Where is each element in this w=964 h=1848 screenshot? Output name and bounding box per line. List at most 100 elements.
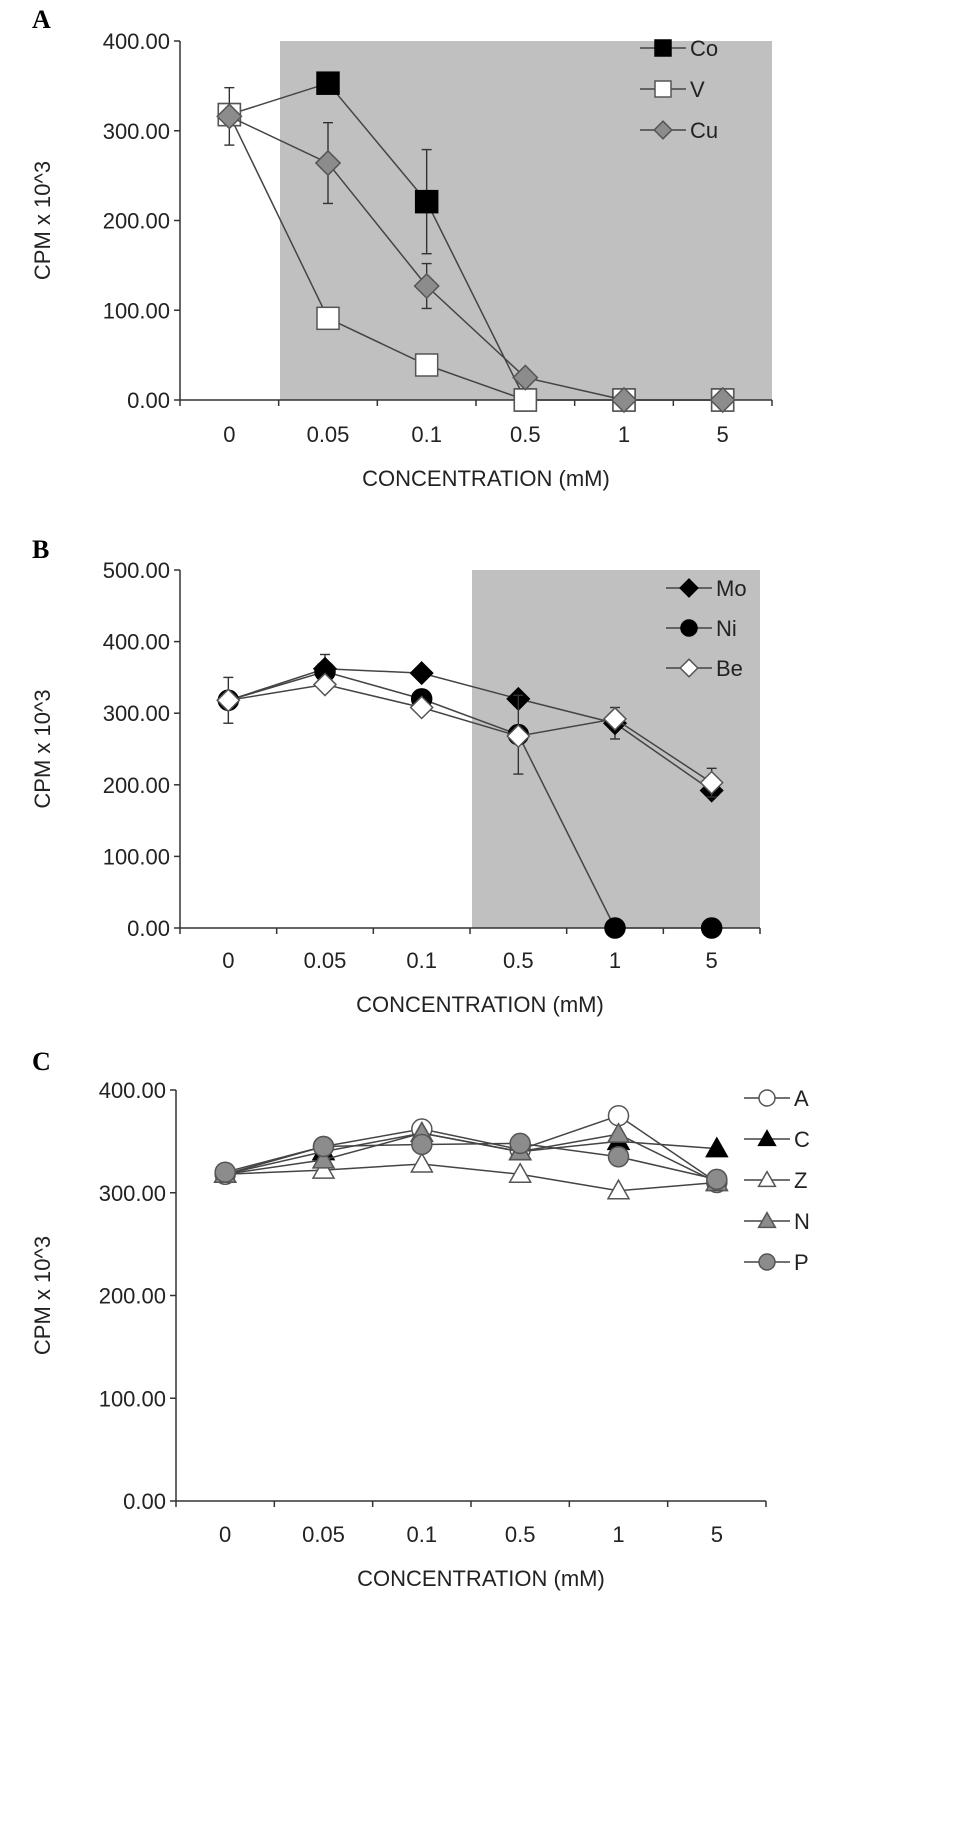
panel-c-point-z [410, 1151, 434, 1173]
panel-b-point-ni [700, 917, 723, 939]
panel-a-point-cu [512, 364, 539, 391]
panel-c-letter: C [32, 1047, 51, 1076]
panel-c-y-tick-label: 400.00 [99, 1078, 166, 1103]
panel-b-series-line-be [228, 683, 713, 784]
panel-a-x-tick-label: 0 [223, 422, 235, 447]
panel-c-point-z [508, 1162, 532, 1184]
panel-b-x-axis-label: CONCENTRATION (mM) [356, 992, 604, 1017]
panel-a-legend-label: Cu [690, 118, 718, 143]
panel-c-point-n [311, 1147, 336, 1169]
panel-a-x-tick-label: 0.5 [510, 422, 541, 447]
panel-a-point-v [316, 306, 340, 331]
panel-b-y-tick-label: 200.00 [103, 773, 170, 798]
panel-b-legend-marker [680, 619, 698, 637]
panel-b-point-be [216, 688, 241, 713]
panel-b-x-tick-label: 1 [609, 948, 621, 973]
panel-c-series-z [213, 1151, 729, 1200]
panel-c-legend-marker [758, 1089, 776, 1107]
panel-c-y-tick-label: 0.00 [123, 1489, 166, 1514]
panel-a-point-cu [216, 103, 243, 130]
panel-c-legend-marker [758, 1253, 776, 1271]
panel-c-legend-label: A [794, 1086, 809, 1111]
panel-c-legend-label: Z [794, 1168, 807, 1193]
panel-a-point-v [513, 388, 538, 412]
panel-b-series-line-ni [228, 670, 712, 929]
panel-a-shaded-region [280, 41, 772, 400]
panel-a-point-co [316, 71, 340, 95]
panel-b-legend-marker [679, 658, 699, 678]
panel-c-x-tick-label: 0.05 [302, 1522, 345, 1547]
panel-b-y-tick-label: 100.00 [103, 844, 170, 869]
panel-b-y-axis-label: CPM x 10^3 [30, 689, 55, 808]
panel-a-y-tick-label: 200.00 [103, 209, 170, 234]
panel-a-y-tick-label: 400.00 [103, 29, 170, 54]
panel-b-x-tick-label: 0 [222, 948, 234, 973]
panel-c-x-axis-label: CONCENTRATION (mM) [357, 1566, 605, 1591]
panel-a-series-cu [216, 86, 736, 414]
panel-c-point-c [705, 1136, 729, 1158]
panel-c-point-p [509, 1132, 531, 1155]
panel-a-y-tick-label: 0.00 [127, 388, 170, 413]
panel-c-legend-label: C [794, 1127, 810, 1152]
panel-a-x-axis-label: CONCENTRATION (mM) [362, 466, 610, 491]
panel-b-y-tick-label: 0.00 [127, 916, 170, 941]
panel-c-point-p [312, 1135, 335, 1158]
panel-c-point-p [214, 1161, 236, 1183]
panel-b-series-be [216, 672, 724, 798]
panel-c-legend-label: N [794, 1209, 810, 1234]
panel-c-series-line-z [225, 1163, 717, 1192]
panel-a-y-tick-label: 100.00 [103, 298, 170, 323]
panel-a-legend-marker [654, 39, 672, 57]
panel-c-point-p [607, 1146, 630, 1168]
panel-a-series-line-cu [229, 115, 723, 401]
panel-b-x-tick-label: 0.05 [304, 948, 347, 973]
panel-c-point-p [411, 1133, 433, 1156]
panel-a-point-cu [314, 149, 342, 177]
panel-a-point-co [414, 189, 439, 214]
panel-c-y-tick-label: 100.00 [99, 1386, 166, 1411]
panel-c-series-line-n [225, 1132, 718, 1184]
panel-b-point-be [699, 770, 724, 795]
panel-b-legend-marker [679, 578, 699, 598]
panel-b-point-be [602, 706, 628, 731]
panel-c-legend-label: P [794, 1250, 809, 1275]
panel-b-legend-label: Be [716, 656, 743, 681]
panel-b-point-ni [604, 917, 626, 939]
panel-b-letter: B [32, 535, 49, 564]
panel-c-series-p [214, 1132, 728, 1191]
panel-b-legend-label: Mo [716, 576, 747, 601]
panel-b-y-tick-label: 500.00 [103, 558, 170, 583]
panel-c-point-z [606, 1178, 631, 1200]
panel-a-x-tick-label: 0.05 [307, 422, 350, 447]
panel-c-x-tick-label: 5 [711, 1522, 723, 1547]
panel-c-legend-marker [757, 1211, 777, 1229]
panel-a-y-tick-label: 300.00 [103, 119, 170, 144]
panel-c: C 0.00 100.00 200.00 300.00 400.00 0 0.05 0.1 0.5… [0, 1040, 964, 1848]
panel-b-x-tick-label: 5 [706, 948, 718, 973]
panel-c-series-c [213, 1121, 729, 1184]
panel-a-legend-label: Co [690, 36, 718, 61]
panel-c-point-z [311, 1158, 336, 1179]
panel-c-series-n [213, 1121, 729, 1192]
panel-b-point-be [312, 672, 338, 697]
panel-c-y-axis-label: CPM x 10^3 [30, 1236, 55, 1355]
panel-c-x-tick-label: 1 [612, 1522, 624, 1547]
panel-a-legend-marker [653, 120, 673, 140]
panel-a: A 0.00 100.00 200.00 300.00 400.00 0 0.05 0.1 0.5… [0, 0, 964, 530]
panel-a-legend-marker [654, 80, 672, 98]
chart-c: C 0.00 100.00 200.00 300.00 400.00 0 0.05 0.1 0.5… [30, 1047, 810, 1591]
panel-c-point-p [706, 1168, 728, 1191]
panel-a-x-tick-label: 1 [618, 422, 630, 447]
panel-c-point-n [606, 1122, 631, 1143]
panel-c-y-tick-label: 300.00 [99, 1181, 166, 1206]
panel-c-y-tick-label: 200.00 [99, 1284, 166, 1309]
panel-c-series-line-p [224, 1142, 718, 1181]
panel-b-y-tick-label: 400.00 [103, 630, 170, 655]
panel-b-x-tick-label: 0.5 [503, 948, 534, 973]
panel-c-legend-marker [757, 1170, 777, 1188]
panel-b-point-be [409, 695, 434, 720]
chart-b: B 0.00 100.00 200.00 300.00 400.00 500.00 0 0.05… [30, 535, 761, 1017]
panel-a-x-tick-label: 5 [717, 422, 729, 447]
panel-b-point-be [506, 724, 531, 749]
panel-b-point-mo [409, 661, 434, 686]
